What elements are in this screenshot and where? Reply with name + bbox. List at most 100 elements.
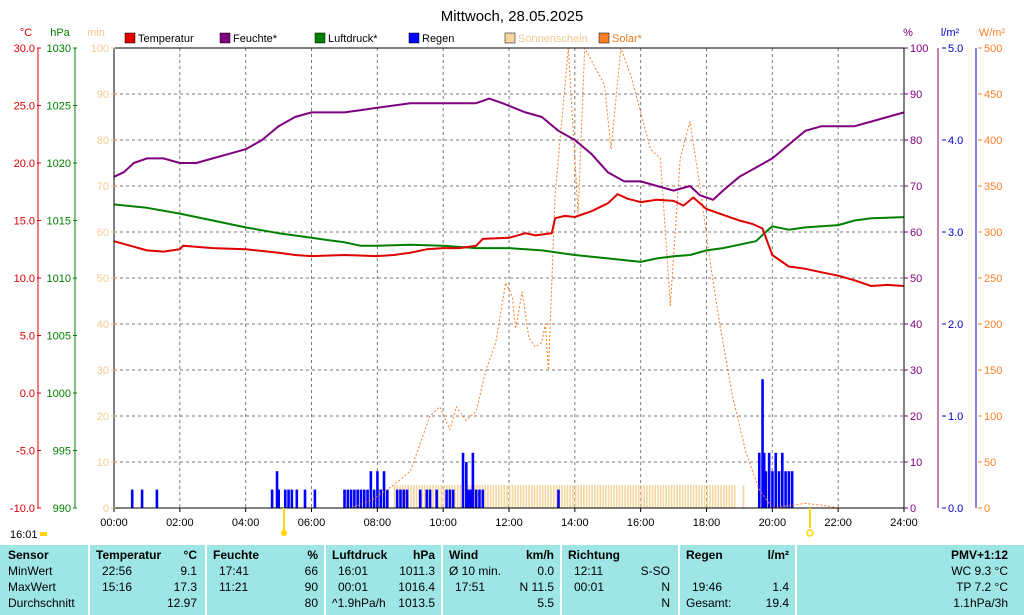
legend-swatch-feuchte bbox=[219, 32, 231, 44]
sunshine-bar bbox=[561, 485, 563, 508]
sunshine-bar bbox=[632, 485, 635, 508]
statistics-table: Sensor MinWert MaxWert Durchschnitt Temp… bbox=[0, 545, 1024, 615]
sunshine-bar bbox=[722, 485, 725, 508]
legend-swatch-luftdruck bbox=[314, 32, 326, 44]
rain-bar bbox=[469, 489, 473, 508]
sunshine-bar bbox=[552, 485, 555, 508]
row-label-avg: Durchschnitt bbox=[8, 596, 75, 610]
rain-bar bbox=[428, 489, 432, 508]
sunshine-bar bbox=[415, 485, 418, 508]
y-tick-label-solar: 200 bbox=[984, 319, 1002, 331]
sunshine-bar bbox=[454, 485, 456, 508]
y-tick-label-solar: 150 bbox=[984, 365, 1002, 377]
rain-bar bbox=[283, 489, 287, 508]
x-axis: 00:00 02:00 04:00 06:00 08:00 10:00 12:00 14:00… bbox=[100, 508, 918, 529]
chart-grid bbox=[114, 48, 904, 508]
rain-bar bbox=[399, 489, 402, 508]
sunshine-bar bbox=[522, 485, 525, 508]
sunshine-bar bbox=[618, 485, 621, 508]
sunshine-bar bbox=[432, 485, 434, 508]
temperature-max-time: 15:16 bbox=[102, 580, 133, 594]
y-tick-label-temp: 0.0 bbox=[20, 388, 35, 400]
pressure-avg-value: 1013.5 bbox=[398, 596, 435, 610]
rain-bar bbox=[277, 489, 280, 508]
x-tick-label: 14:00 bbox=[561, 517, 589, 529]
x-tick-label: 00:00 bbox=[100, 517, 128, 529]
humidity-min-value: 66 bbox=[304, 564, 318, 578]
legend-label-regen: Regen bbox=[422, 33, 454, 45]
sunshine-bar bbox=[519, 485, 522, 508]
rain-bar bbox=[478, 489, 481, 508]
y-tick-label-sunshine: 90 bbox=[97, 89, 109, 101]
sunshine-bar bbox=[668, 485, 670, 508]
sunshine-bar bbox=[591, 485, 593, 508]
y-tick-label-solar: 250 bbox=[984, 273, 1002, 285]
sunshine-bar bbox=[607, 485, 610, 508]
sunshine-bar bbox=[635, 485, 637, 508]
sunshine-bar bbox=[594, 485, 596, 508]
y-tick-label-temp: -5.0 bbox=[16, 446, 35, 458]
y-axes: 30.025.020.015.010.05.00.0-5.0-10.010301… bbox=[10, 43, 1002, 515]
sunshine-bar bbox=[706, 485, 709, 508]
sunshine-bar bbox=[720, 485, 722, 508]
sunshine-bar bbox=[676, 485, 678, 508]
rain-bar bbox=[343, 489, 346, 508]
series-lines bbox=[113, 47, 905, 509]
sunshine-bar bbox=[711, 485, 714, 508]
sunshine-bar bbox=[550, 485, 552, 508]
pressure-min-time: 16:01 bbox=[338, 564, 369, 578]
rain-bar bbox=[448, 489, 452, 508]
sunshine-bar bbox=[651, 485, 654, 508]
sunshine-bar bbox=[673, 485, 676, 508]
rain-bar bbox=[395, 489, 399, 508]
axis-unit-sunshine: min bbox=[87, 27, 105, 39]
sunshine-bar bbox=[709, 485, 711, 508]
humidity-avg-value: 80 bbox=[304, 596, 318, 610]
sunshine-bar bbox=[544, 485, 547, 508]
pressure-min-value: 1011.3 bbox=[399, 564, 435, 578]
sunshine-bar bbox=[563, 485, 566, 508]
sunshine-bar bbox=[648, 485, 651, 508]
rain-bar bbox=[784, 471, 787, 508]
rain-bar bbox=[346, 489, 350, 508]
sunshine-bar bbox=[742, 485, 745, 508]
y-tick-label-solar: 50 bbox=[984, 457, 996, 469]
x-tick-label: 12:00 bbox=[495, 517, 523, 529]
rain-bar bbox=[557, 489, 560, 508]
direction-max-time: 00:01 bbox=[574, 580, 605, 594]
y-tick-label-pressure: 1010 bbox=[47, 273, 71, 285]
sunshine-bar bbox=[599, 485, 602, 508]
axis-unit-pressure: hPa bbox=[50, 27, 70, 39]
y-tick-label-sunshine: 10 bbox=[97, 457, 109, 469]
series-line-temperatur bbox=[113, 193, 905, 287]
sunshine-bar bbox=[574, 485, 577, 508]
rain-bar bbox=[362, 489, 366, 508]
sunshine-bar bbox=[533, 485, 536, 508]
rain-bar bbox=[774, 452, 778, 508]
sunshine-bar bbox=[555, 485, 558, 508]
sunshine-bar bbox=[654, 485, 656, 508]
legend-swatch-sonnenschein bbox=[504, 32, 516, 44]
rain-bar bbox=[140, 489, 144, 508]
sunshine-bar bbox=[440, 485, 443, 508]
humidity-max-time: 11:21 bbox=[219, 580, 249, 594]
y-tick-label-temp: 10.0 bbox=[14, 273, 35, 285]
sunshine-bar bbox=[492, 485, 495, 508]
y-tick-label-temp: 25.0 bbox=[14, 101, 35, 113]
y-tick-label-pressure: 1015 bbox=[47, 216, 71, 228]
temperature-max-value: 17.3 bbox=[173, 580, 197, 594]
temperature-avg-value: 12.97 bbox=[166, 596, 197, 610]
y-tick-label-solar: 450 bbox=[984, 89, 1002, 101]
sunshine-bar bbox=[637, 485, 640, 508]
sunshine-bar bbox=[684, 485, 687, 508]
bottom-markers: 16:01 bbox=[10, 508, 814, 541]
sunshine-bar bbox=[583, 485, 585, 508]
rain-bar bbox=[761, 379, 764, 508]
y-tick-label-sunshine: 20 bbox=[97, 411, 109, 423]
sunshine-bar bbox=[487, 485, 489, 508]
rain-bar bbox=[402, 489, 406, 508]
x-tick-label: 02:00 bbox=[166, 517, 194, 529]
rain-bar bbox=[474, 489, 478, 508]
y-tick-label-humidity: 10 bbox=[910, 457, 922, 469]
y-tick-label-rain: 2.0 bbox=[948, 319, 963, 331]
